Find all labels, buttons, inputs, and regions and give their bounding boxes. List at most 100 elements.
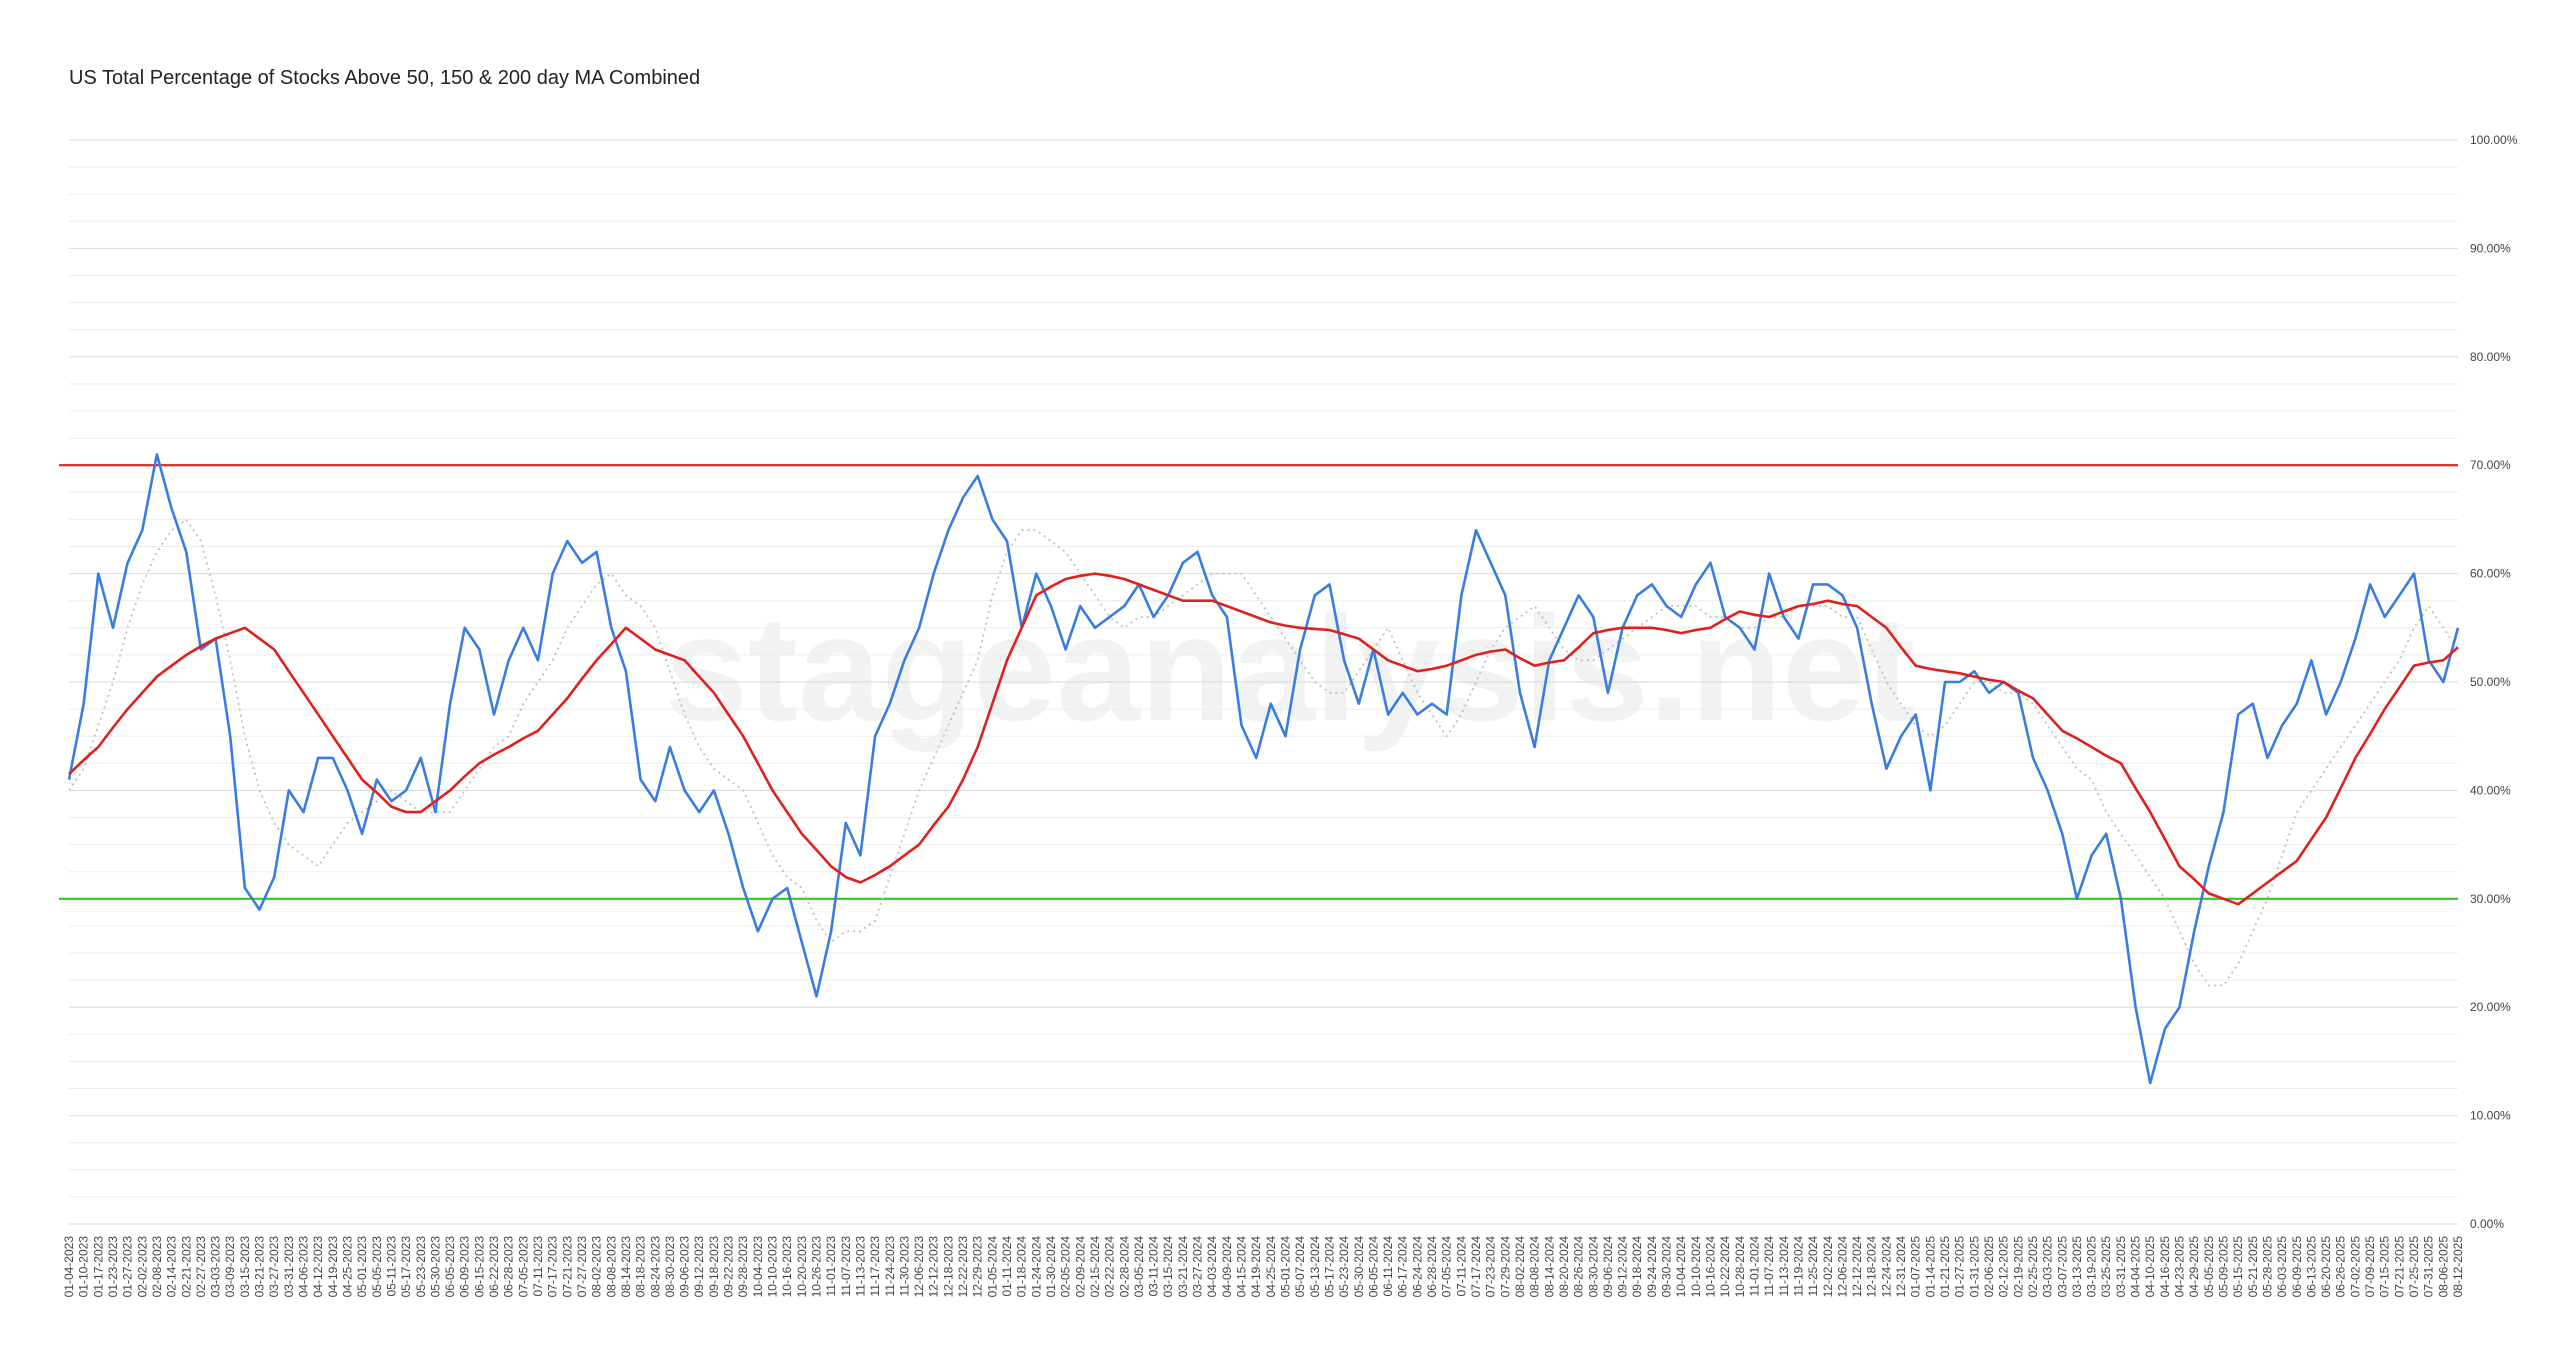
x-tick-label: 09-28-2023 (736, 1236, 750, 1298)
x-tick-label: 05-15-2025 (2231, 1236, 2245, 1298)
series-line (68, 518, 2459, 987)
x-tick-label: 07-02-2025 (2348, 1236, 2362, 1298)
x-tick-label: 09-22-2023 (722, 1236, 736, 1298)
x-tick-label: 02-19-2025 (2011, 1236, 2025, 1298)
x-tick-label: 07-05-2024 (1440, 1236, 1454, 1298)
y-tick-label: 70.00% (2470, 458, 2511, 472)
y-tick-label: 20.00% (2470, 1000, 2511, 1014)
watermark: stageanalysis.net (665, 584, 1916, 752)
x-tick-label: 11-19-2024 (1791, 1236, 1805, 1297)
x-tick-label: 05-01-2023 (355, 1236, 369, 1298)
y-tick-label: 0.00% (2470, 1217, 2504, 1231)
x-tick-label: 08-08-2024 (1528, 1236, 1542, 1298)
x-tick-label: 03-13-2025 (2070, 1236, 2084, 1298)
x-tick-label: 04-09-2024 (1220, 1236, 1234, 1298)
x-tick-label: 11-24-2023 (883, 1236, 897, 1297)
x-tick-label: 05-23-2023 (414, 1236, 428, 1298)
x-tick-label: 11-25-2024 (1806, 1236, 1820, 1297)
x-tick-label: 01-27-2025 (1953, 1236, 1967, 1298)
x-tick-label: 04-25-2023 (340, 1236, 354, 1298)
x-tick-label: 05-05-2023 (370, 1236, 384, 1298)
x-tick-label: 03-31-2023 (282, 1236, 296, 1298)
x-tick-label: 01-24-2024 (1029, 1236, 1043, 1298)
x-tick-label: 08-20-2024 (1557, 1236, 1571, 1298)
x-tick-label: 01-10-2023 (77, 1236, 91, 1298)
x-tick-label: 03-21-2024 (1176, 1236, 1190, 1298)
x-tick-label: 11-30-2023 (897, 1236, 911, 1297)
x-tick-label: 07-25-2025 (2407, 1236, 2421, 1298)
y-tick-label: 10.00% (2470, 1109, 2511, 1123)
x-tick-label: 02-02-2023 (135, 1236, 149, 1298)
x-tick-label: 07-21-2025 (2392, 1236, 2406, 1298)
x-tick-label: 02-25-2025 (2026, 1236, 2040, 1298)
x-tick-label: 04-15-2024 (1235, 1236, 1249, 1298)
x-tick-label: 12-06-2023 (912, 1236, 926, 1298)
x-tick-label: 09-30-2024 (1660, 1236, 1674, 1298)
x-tick-label: 07-17-2023 (546, 1236, 560, 1298)
x-tick-label: 07-05-2023 (516, 1236, 530, 1298)
x-tick-label: 02-15-2024 (1088, 1236, 1102, 1298)
x-tick-label: 01-21-2025 (1938, 1236, 1952, 1298)
x-tick-label: 02-28-2024 (1117, 1236, 1131, 1298)
x-tick-label: 06-24-2024 (1410, 1236, 1424, 1298)
x-tick-label: 03-15-2023 (238, 1236, 252, 1298)
x-tick-label: 05-30-2023 (428, 1236, 442, 1298)
x-tick-label: 01-30-2024 (1044, 1236, 1058, 1298)
x-tick-label: 01-11-2024 (1000, 1236, 1014, 1297)
x-tick-label: 06-28-2024 (1425, 1236, 1439, 1298)
x-tick-label: 01-23-2023 (106, 1236, 120, 1298)
x-tick-label: 09-18-2024 (1630, 1236, 1644, 1298)
x-tick-label: 09-12-2023 (692, 1236, 706, 1298)
x-tick-label: 04-04-2025 (2129, 1236, 2143, 1298)
x-tick-label: 04-19-2023 (326, 1236, 340, 1298)
x-tick-label: 05-13-2024 (1308, 1236, 1322, 1298)
y-tick-label: 100.00% (2470, 133, 2518, 147)
x-tick-label: 08-18-2023 (634, 1236, 648, 1298)
x-tick-label: 05-17-2023 (399, 1236, 413, 1298)
x-tick-label: 09-06-2024 (1601, 1236, 1615, 1298)
x-tick-label: 07-09-2025 (2363, 1236, 2377, 1298)
x-tick-label: 06-05-2023 (443, 1236, 457, 1298)
x-tick-label: 04-03-2024 (1205, 1236, 1219, 1298)
x-tick-label: 12-12-2023 (927, 1236, 941, 1298)
x-tick-label: 10-04-2024 (1674, 1236, 1688, 1298)
x-tick-label: 09-06-2023 (678, 1236, 692, 1298)
x-tick-label: 05-05-2025 (2202, 1236, 2216, 1298)
x-tick-label: 08-24-2023 (648, 1236, 662, 1298)
x-tick-label: 04-10-2025 (2143, 1236, 2157, 1298)
y-tick-label: 90.00% (2470, 241, 2511, 255)
x-tick-label: 10-16-2023 (780, 1236, 794, 1298)
x-tick-label: 12-31-2024 (1894, 1236, 1908, 1298)
y-tick-label: 40.00% (2470, 783, 2511, 797)
x-tick-label: 12-29-2023 (971, 1236, 985, 1298)
x-tick-label: 06-11-2024 (1381, 1236, 1395, 1297)
x-tick-label: 11-07-2023 (839, 1236, 853, 1297)
x-tick-label: 02-06-2025 (1982, 1236, 1996, 1298)
x-tick-label: 08-06-2025 (2436, 1236, 2450, 1298)
y-tick-label: 80.00% (2470, 350, 2511, 364)
x-tick-label: 04-23-2025 (2173, 1236, 2187, 1298)
x-tick-label: 03-05-2024 (1132, 1236, 1146, 1298)
x-tick-label: 04-12-2023 (311, 1236, 325, 1298)
x-tick-label: 03-07-2025 (2055, 1236, 2069, 1298)
x-tick-label: 03-19-2025 (2085, 1236, 2099, 1298)
x-tick-label: 10-16-2024 (1704, 1236, 1718, 1298)
y-tick-label: 50.00% (2470, 675, 2511, 689)
x-tick-label: 02-22-2024 (1103, 1236, 1117, 1298)
series-line (68, 572, 2459, 906)
x-tick-label: 03-27-2023 (267, 1236, 281, 1298)
x-tick-label: 06-28-2023 (502, 1236, 516, 1298)
x-tick-label: 07-11-2023 (531, 1236, 545, 1297)
x-tick-label: 10-28-2024 (1733, 1236, 1747, 1298)
x-tick-label: 03-03-2023 (209, 1236, 223, 1298)
x-tick-label: 11-13-2024 (1777, 1236, 1791, 1297)
x-tick-label: 11-01-2024 (1747, 1236, 1761, 1297)
x-tick-label: 04-06-2023 (297, 1236, 311, 1298)
x-tick-label: 05-21-2025 (2246, 1236, 2260, 1298)
x-tick-label: 08-02-2024 (1513, 1236, 1527, 1298)
x-tick-label: 10-20-2023 (795, 1236, 809, 1298)
x-tick-label: 08-26-2024 (1572, 1236, 1586, 1298)
x-tick-label: 05-17-2024 (1322, 1236, 1336, 1298)
x-tick-label: 12-24-2024 (1879, 1236, 1893, 1298)
x-tick-label: 04-19-2024 (1249, 1236, 1263, 1298)
